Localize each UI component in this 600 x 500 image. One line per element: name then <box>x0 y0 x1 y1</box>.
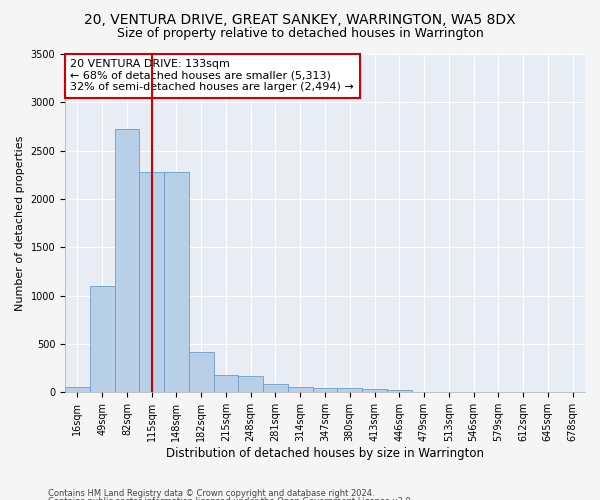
Bar <box>65 387 90 392</box>
Bar <box>362 390 387 392</box>
Bar <box>313 388 337 392</box>
Bar <box>337 388 362 392</box>
Y-axis label: Number of detached properties: Number of detached properties <box>15 136 25 311</box>
Bar <box>164 172 189 392</box>
Bar <box>387 390 412 392</box>
Text: 20, VENTURA DRIVE, GREAT SANKEY, WARRINGTON, WA5 8DX: 20, VENTURA DRIVE, GREAT SANKEY, WARRING… <box>84 12 516 26</box>
Text: 20 VENTURA DRIVE: 133sqm
← 68% of detached houses are smaller (5,313)
32% of sem: 20 VENTURA DRIVE: 133sqm ← 68% of detach… <box>70 59 354 92</box>
Bar <box>139 172 164 392</box>
Bar <box>238 376 263 392</box>
X-axis label: Distribution of detached houses by size in Warrington: Distribution of detached houses by size … <box>166 447 484 460</box>
Text: Size of property relative to detached houses in Warrington: Size of property relative to detached ho… <box>116 28 484 40</box>
Bar <box>189 352 214 393</box>
Bar <box>263 384 288 392</box>
Text: Contains public sector information licensed under the Open Government Licence v3: Contains public sector information licen… <box>48 498 413 500</box>
Bar <box>288 387 313 392</box>
Text: Contains HM Land Registry data © Crown copyright and database right 2024.: Contains HM Land Registry data © Crown c… <box>48 488 374 498</box>
Bar <box>115 130 139 392</box>
Bar <box>90 286 115 393</box>
Bar <box>214 376 238 392</box>
